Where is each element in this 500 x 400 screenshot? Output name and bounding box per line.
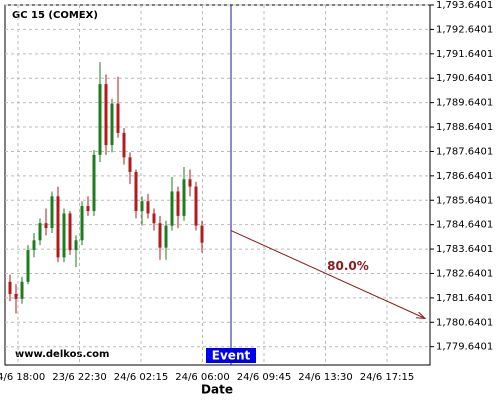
forecast-arrow: [230, 230, 426, 319]
candle-body: [98, 84, 102, 155]
candle-body: [116, 103, 120, 133]
y-tick-label: 1,792.6401: [436, 24, 493, 35]
candle-body: [188, 179, 192, 187]
candle-body: [92, 154, 96, 211]
candle-body: [110, 103, 114, 146]
x-axis-title: Date: [201, 383, 233, 397]
x-tick-label: 24/6 09:45: [237, 372, 291, 383]
y-tick-label: 1,782.6401: [436, 268, 493, 279]
y-tick-label: 1,790.6401: [436, 73, 493, 84]
candle-body: [86, 206, 90, 211]
candle-body: [182, 179, 186, 216]
y-tick-label: 1,780.6401: [436, 317, 493, 328]
candle-body: [104, 84, 108, 146]
y-tick-label: 1,779.6401: [436, 342, 493, 353]
y-tick-label: 1,789.6401: [436, 98, 493, 109]
candle-body: [170, 191, 174, 226]
x-tick-label: 24/6 17:15: [360, 372, 414, 383]
event-box: [206, 348, 256, 363]
y-tick-label: 1,791.6401: [436, 49, 493, 60]
candle-body: [122, 132, 126, 158]
event-label: Event: [212, 349, 251, 363]
x-tick-label: 24/6 02:15: [114, 372, 168, 383]
candle-body: [194, 186, 198, 226]
chart-title: GC 15 (COMEX): [12, 10, 98, 21]
y-tick-label: 1,787.6401: [436, 146, 493, 157]
candle-body: [20, 281, 24, 299]
candle-body: [140, 201, 144, 211]
y-tick-label: 1,793.6401: [436, 0, 493, 11]
candle-body: [164, 225, 168, 248]
candle-body: [128, 157, 132, 172]
candle-body: [68, 213, 72, 251]
candle-body: [134, 171, 138, 211]
candle-body: [200, 225, 204, 243]
candle-body: [80, 206, 84, 241]
candle-body: [44, 223, 48, 229]
candle-body: [146, 201, 150, 214]
candle-body: [14, 293, 18, 299]
candle-body: [32, 240, 36, 251]
y-tick-label: 1,783.6401: [436, 244, 493, 255]
plot-area: [4, 4, 431, 366]
x-tick-label: 23/6 22:30: [52, 372, 106, 383]
y-tick-label: 1,784.6401: [436, 220, 493, 231]
candle-body: [176, 191, 180, 216]
candle-body: [74, 240, 78, 251]
candle-body: [62, 213, 66, 258]
candle-body: [8, 281, 12, 294]
y-tick-label: 1,788.6401: [436, 122, 493, 133]
x-tick-label: 24/6 06:00: [175, 372, 229, 383]
x-tick-label: 24/6 18:00: [0, 372, 45, 383]
candle-body: [158, 223, 162, 248]
candle-body: [50, 196, 54, 229]
watermark: www.delkos.com: [15, 349, 109, 360]
y-tick-label: 1,781.6401: [436, 293, 493, 304]
candle-body: [38, 223, 42, 241]
candle-body: [26, 250, 30, 282]
arrow-head: [415, 311, 427, 319]
x-tick-label: 24/6 13:30: [298, 372, 352, 383]
forecast-label: 80.0%: [327, 259, 369, 273]
candle-body: [56, 196, 60, 258]
y-tick-label: 1,786.6401: [436, 171, 493, 182]
y-tick-label: 1,785.6401: [436, 195, 493, 206]
candle-body: [152, 213, 156, 224]
